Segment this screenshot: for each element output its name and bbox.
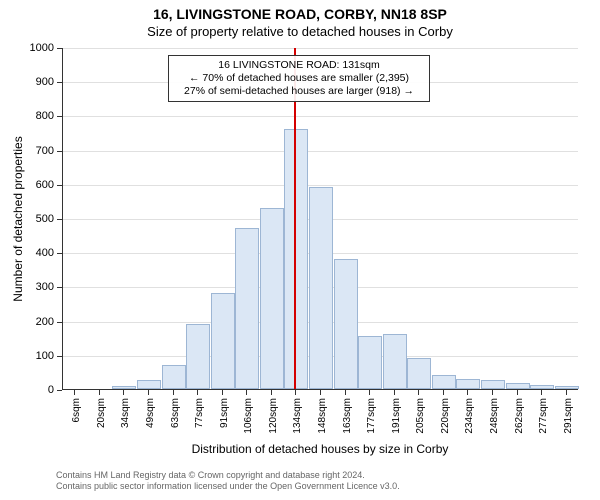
- bar: [555, 386, 579, 389]
- xtick-mark: [467, 390, 468, 395]
- xtick-label: 49sqm: [145, 398, 156, 448]
- gridline: [63, 116, 578, 117]
- ytick-mark: [57, 390, 62, 391]
- xtick-label: 291sqm: [563, 398, 574, 448]
- ytick-mark: [57, 287, 62, 288]
- ytick-mark: [57, 253, 62, 254]
- xtick-label: 177sqm: [366, 398, 377, 448]
- bar: [137, 380, 161, 389]
- xtick-mark: [295, 390, 296, 395]
- xtick-mark: [492, 390, 493, 395]
- ytick-label: 800: [22, 110, 54, 122]
- ytick-mark: [57, 185, 62, 186]
- ytick-label: 1000: [22, 42, 54, 54]
- xtick-mark: [418, 390, 419, 395]
- bar: [112, 386, 136, 389]
- footer-line2: Contains public sector information licen…: [56, 481, 400, 492]
- annotation-line2: ← 70% of detached houses are smaller (2,…: [175, 72, 423, 85]
- title-main: 16, LIVINGSTONE ROAD, CORBY, NN18 8SP: [0, 0, 600, 22]
- xtick-mark: [271, 390, 272, 395]
- ytick-mark: [57, 322, 62, 323]
- xtick-label: 120sqm: [268, 398, 279, 448]
- xtick-mark: [173, 390, 174, 395]
- xtick-mark: [369, 390, 370, 395]
- bar: [432, 375, 456, 389]
- bar: [456, 379, 480, 389]
- xtick-label: 6sqm: [71, 398, 82, 448]
- ytick-mark: [57, 48, 62, 49]
- xtick-mark: [345, 390, 346, 395]
- xtick-mark: [394, 390, 395, 395]
- bar: [211, 293, 235, 389]
- xtick-mark: [222, 390, 223, 395]
- xtick-label: 262sqm: [514, 398, 525, 448]
- xtick-label: 234sqm: [464, 398, 475, 448]
- xtick-label: 220sqm: [440, 398, 451, 448]
- ytick-mark: [57, 356, 62, 357]
- xtick-mark: [246, 390, 247, 395]
- xtick-mark: [197, 390, 198, 395]
- xtick-label: 77sqm: [194, 398, 205, 448]
- ytick-mark: [57, 82, 62, 83]
- bar: [506, 383, 530, 389]
- xtick-label: 163sqm: [342, 398, 353, 448]
- ytick-label: 900: [22, 76, 54, 88]
- footer: Contains HM Land Registry data © Crown c…: [56, 470, 400, 492]
- annotation-line1: 16 LIVINGSTONE ROAD: 131sqm: [175, 59, 423, 72]
- gridline: [63, 48, 578, 49]
- title-sub: Size of property relative to detached ho…: [0, 22, 600, 39]
- bar: [235, 228, 259, 389]
- xtick-label: 148sqm: [317, 398, 328, 448]
- xtick-label: 91sqm: [219, 398, 230, 448]
- bar: [481, 380, 505, 389]
- bar: [162, 365, 186, 389]
- xtick-mark: [148, 390, 149, 395]
- xtick-mark: [99, 390, 100, 395]
- xtick-label: 63sqm: [170, 398, 181, 448]
- xtick-label: 20sqm: [96, 398, 107, 448]
- ytick-label: 600: [22, 179, 54, 191]
- gridline: [63, 185, 578, 186]
- bar: [407, 358, 431, 389]
- xtick-mark: [74, 390, 75, 395]
- bar: [358, 336, 382, 389]
- ytick-label: 100: [22, 350, 54, 362]
- footer-line1: Contains HM Land Registry data © Crown c…: [56, 470, 400, 481]
- xtick-mark: [320, 390, 321, 395]
- ytick-label: 700: [22, 145, 54, 157]
- bar: [334, 259, 358, 389]
- bar: [284, 129, 308, 389]
- ytick-label: 500: [22, 213, 54, 225]
- ytick-label: 400: [22, 247, 54, 259]
- ytick-label: 300: [22, 281, 54, 293]
- xtick-mark: [566, 390, 567, 395]
- xtick-label: 205sqm: [415, 398, 426, 448]
- bar: [530, 385, 554, 389]
- xtick-label: 106sqm: [243, 398, 254, 448]
- ytick-mark: [57, 219, 62, 220]
- xtick-mark: [443, 390, 444, 395]
- xtick-mark: [123, 390, 124, 395]
- bar: [260, 208, 284, 389]
- annotation-box: 16 LIVINGSTONE ROAD: 131sqm ← 70% of det…: [168, 55, 430, 102]
- bar: [383, 334, 407, 389]
- bar: [186, 324, 210, 389]
- chart-container: 16, LIVINGSTONE ROAD, CORBY, NN18 8SP Si…: [0, 0, 600, 500]
- xtick-label: 191sqm: [391, 398, 402, 448]
- ytick-mark: [57, 116, 62, 117]
- gridline: [63, 151, 578, 152]
- annotation-line3: 27% of semi-detached houses are larger (…: [175, 85, 423, 98]
- xtick-mark: [517, 390, 518, 395]
- bar: [309, 187, 333, 389]
- xtick-label: 134sqm: [292, 398, 303, 448]
- xtick-label: 248sqm: [489, 398, 500, 448]
- ytick-label: 200: [22, 316, 54, 328]
- xtick-label: 277sqm: [538, 398, 549, 448]
- xtick-mark: [541, 390, 542, 395]
- xtick-label: 34sqm: [120, 398, 131, 448]
- ytick-label: 0: [22, 384, 54, 396]
- ytick-mark: [57, 151, 62, 152]
